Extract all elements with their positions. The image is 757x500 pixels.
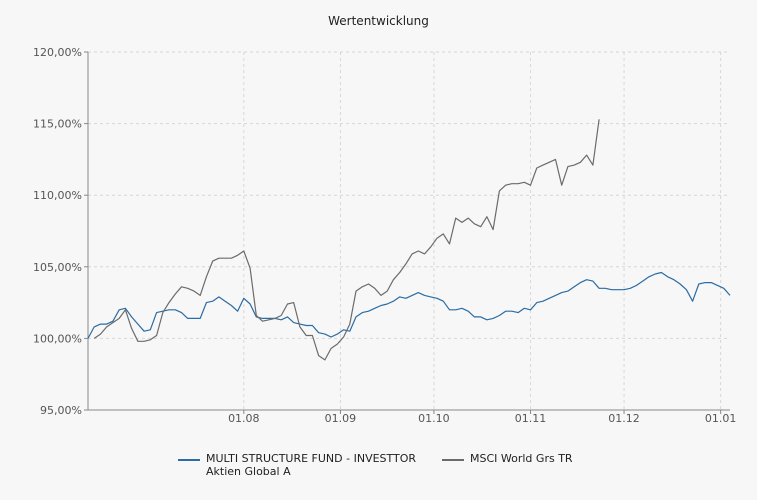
legend-swatch-msci bbox=[442, 459, 464, 461]
series-line-msci bbox=[93, 119, 600, 361]
x-tick-label: 01.12 bbox=[608, 412, 640, 425]
chart-title: Wertentwicklung bbox=[328, 14, 429, 28]
x-tick-label: 01.01 bbox=[705, 412, 737, 425]
x-tick-label: 01.11 bbox=[515, 412, 547, 425]
y-tick-label: 120,00% bbox=[33, 46, 82, 59]
x-tick-label: 01.08 bbox=[228, 412, 260, 425]
plot-area bbox=[88, 52, 730, 410]
x-tick-labels: 01.08 01.09 01.10 01.11 01.12 01.01 bbox=[228, 412, 736, 425]
x-tick-label: 01.09 bbox=[325, 412, 357, 425]
legend-label-msci: MSCI World Grs TR bbox=[470, 452, 573, 465]
legend: MULTI STRUCTURE FUND - INVESTTOR Aktien … bbox=[178, 452, 573, 478]
legend-entry-msci: MSCI World Grs TR bbox=[442, 452, 573, 478]
y-tick-label: 100,00% bbox=[33, 332, 82, 345]
x-tick-label: 01.10 bbox=[418, 412, 450, 425]
legend-entry-fund: MULTI STRUCTURE FUND - INVESTTOR Aktien … bbox=[178, 452, 428, 478]
series-line-fund bbox=[87, 271, 731, 339]
y-tick-label: 105,00% bbox=[33, 261, 82, 274]
legend-swatch-fund bbox=[178, 459, 200, 461]
y-tick-label: 95,00% bbox=[40, 404, 82, 417]
data-series bbox=[87, 119, 731, 361]
axes bbox=[87, 52, 730, 411]
y-tick-labels: 95,00% 100,00% 105,00% 110,00% 115,00% 120,00… bbox=[33, 46, 82, 417]
legend-label-fund: MULTI STRUCTURE FUND - INVESTTOR Aktien … bbox=[206, 452, 417, 478]
y-tick-label: 110,00% bbox=[33, 189, 82, 202]
y-tick-label: 115,00% bbox=[33, 118, 82, 131]
